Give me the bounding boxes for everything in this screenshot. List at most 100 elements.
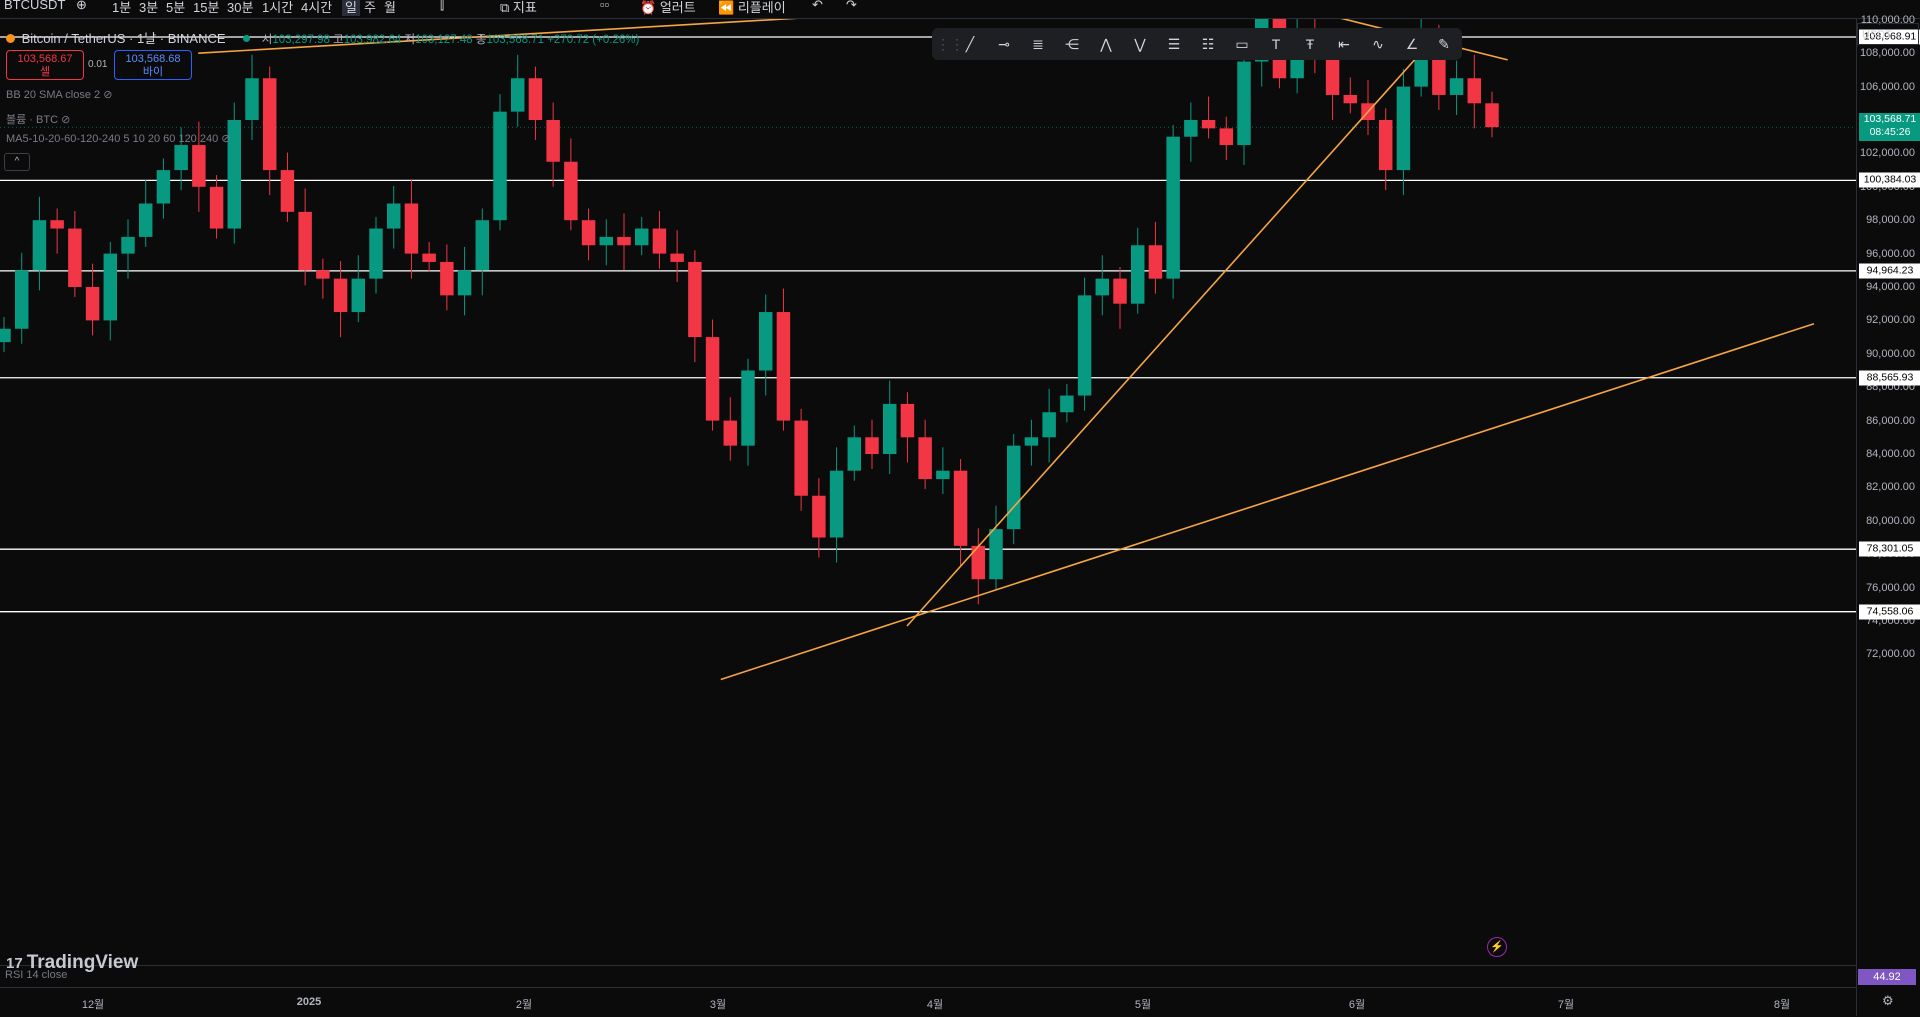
- path-icon[interactable]: ∿: [1372, 36, 1384, 52]
- candle-down: [723, 420, 738, 446]
- level-price-label: 108,968.91: [1859, 29, 1920, 45]
- settings-icon[interactable]: ⚙: [1882, 993, 1894, 1008]
- candle-up: [829, 470, 844, 538]
- buy-button[interactable]: 103,568.68 바이: [114, 50, 192, 80]
- sell-label: 셀: [39, 66, 51, 78]
- interval-1h[interactable]: 1시간: [262, 0, 294, 15]
- candle-up: [227, 120, 242, 229]
- candle-down: [900, 403, 915, 438]
- price-tick: 80,000.00: [1866, 514, 1915, 527]
- candle-up: [1060, 395, 1074, 413]
- price-axis[interactable]: 114,000.00110,000.00108,000.00106,000.00…: [1856, 14, 1920, 1016]
- symbol-title[interactable]: Bitcoin / TetherUS · 1날 · BINANCE: [21, 31, 226, 46]
- time-label: 2025: [296, 996, 322, 1008]
- chart-type-icon[interactable]: ⫿: [440, 0, 445, 12]
- xabcd-pattern-icon[interactable]: ⋀: [1100, 36, 1112, 52]
- open-value: 103,297.98: [272, 34, 330, 46]
- price-chart[interactable]: [0, 19, 1856, 969]
- rectangle-icon[interactable]: ▭: [1235, 36, 1249, 52]
- candle-down: [50, 220, 64, 229]
- currency-select[interactable]: USDT ⌄: [1857, 23, 1919, 45]
- sell-button[interactable]: 103,568.67 셀: [6, 50, 84, 80]
- flash-icon[interactable]: ⚡: [1487, 937, 1507, 957]
- indicators-button[interactable]: ⧉ 지표: [500, 0, 537, 15]
- candle-down: [298, 211, 312, 271]
- angle-icon[interactable]: ∠: [1405, 36, 1419, 52]
- fib-extension-icon[interactable]: ☷: [1201, 36, 1215, 52]
- add-symbol-icon[interactable]: ⊕: [76, 0, 87, 12]
- indicator-ma-label: MA5-10-20-60-120-240 5 10 20 60 120 240: [6, 133, 219, 145]
- symbol-search[interactable]: BTCUSDT: [4, 0, 66, 12]
- anchored-text-icon[interactable]: Ŧ: [1305, 36, 1315, 52]
- candle-down: [209, 186, 224, 229]
- fib-retracement-icon[interactable]: ☰: [1167, 36, 1181, 52]
- undo-icon[interactable]: ↶: [812, 0, 823, 12]
- candle-up: [882, 403, 897, 454]
- horizontal-ray-icon[interactable]: ⊸: [998, 36, 1010, 52]
- text-icon[interactable]: T: [1271, 36, 1281, 52]
- time-label: 4월: [926, 999, 944, 1011]
- candle-up: [741, 370, 755, 446]
- bitcoin-icon: [6, 34, 15, 43]
- indicator-volume[interactable]: 볼륨 · BTC ⊘: [6, 111, 70, 127]
- candle-up: [634, 228, 649, 246]
- candle-up: [1077, 295, 1092, 396]
- interval-3m[interactable]: 3분: [139, 0, 159, 15]
- close-label: 종: [475, 34, 487, 46]
- eye-off-icon[interactable]: ⊘: [221, 133, 231, 145]
- interval-5m[interactable]: 5분: [166, 0, 186, 15]
- parallel-channel-icon[interactable]: ≣: [1032, 36, 1044, 52]
- candle-down: [316, 270, 330, 279]
- trend-line-icon[interactable]: ╱: [965, 36, 975, 52]
- candle-down: [528, 78, 543, 120]
- candle-down: [1148, 245, 1163, 279]
- level-price-label: 94,964.23: [1859, 263, 1920, 279]
- interval-1M[interactable]: 월: [384, 0, 396, 15]
- interval-30m[interactable]: 30분: [227, 0, 254, 15]
- brush-icon[interactable]: ✎: [1438, 36, 1450, 52]
- candle-down: [865, 437, 879, 454]
- candle-down: [812, 495, 826, 538]
- interval-1w[interactable]: 주: [364, 0, 376, 15]
- level-price-label: 78,301.05: [1859, 541, 1920, 557]
- collapse-legend-button[interactable]: ^: [4, 153, 30, 171]
- time-label: 8월: [1773, 999, 1791, 1011]
- candle-down: [953, 470, 968, 546]
- elliott-wave-icon[interactable]: ⋁: [1134, 36, 1146, 52]
- candle-down: [1343, 94, 1358, 104]
- eye-off-icon[interactable]: ⊘: [61, 114, 71, 126]
- chart-legend: Bitcoin / TetherUS · 1날 · BINANCE 시103,2…: [6, 28, 639, 47]
- candle-up: [1237, 61, 1251, 146]
- layouts-icon[interactable]: ▫▫: [600, 0, 610, 12]
- time-label: 12월: [81, 999, 105, 1011]
- drag-handle-icon[interactable]: ⋮⋮: [936, 36, 964, 52]
- level-price-label: 100,384.03: [1859, 172, 1920, 188]
- redo-icon[interactable]: ↷: [846, 0, 857, 12]
- sell-price: 103,568.67: [17, 53, 73, 65]
- long-position-icon[interactable]: ⇤: [1338, 36, 1350, 52]
- indicator-bb[interactable]: BB 20 SMA close 2 ⊘: [6, 88, 112, 101]
- time-axis[interactable]: 12월 2025 2월 3월 4월 5월 6월 7월 8월: [0, 987, 1856, 1017]
- rsi-pane[interactable]: RSI 14 close: [0, 965, 1856, 988]
- price-tick: 94,000.00: [1866, 281, 1915, 293]
- alert-button[interactable]: ⏰ 얼러트: [640, 0, 696, 15]
- candle-up: [369, 228, 383, 279]
- interval-15m[interactable]: 15분: [193, 0, 220, 15]
- candle-up: [1396, 86, 1411, 171]
- price-tick: 72,000.00: [1866, 648, 1915, 661]
- candle-down: [581, 220, 596, 246]
- candle-up: [847, 437, 862, 471]
- candle-down: [1201, 120, 1216, 129]
- indicator-ma[interactable]: MA5-10-20-60-120-240 5 10 20 60 120 240 …: [6, 132, 231, 145]
- eye-off-icon[interactable]: ⊘: [103, 89, 113, 101]
- interval-1m[interactable]: 1분: [112, 0, 132, 15]
- candle-up: [475, 220, 490, 271]
- candle-down: [776, 312, 791, 421]
- rsi-label: RSI 14 close: [5, 969, 68, 981]
- interval-1d[interactable]: 일: [342, 0, 360, 16]
- replay-button[interactable]: ⏪ 리플레이: [718, 0, 786, 15]
- candle-down: [440, 261, 454, 296]
- currency-label: USDT: [1862, 29, 1892, 41]
- pitchfork-icon[interactable]: ⋲: [1065, 36, 1079, 52]
- interval-4h[interactable]: 4시간: [301, 0, 333, 15]
